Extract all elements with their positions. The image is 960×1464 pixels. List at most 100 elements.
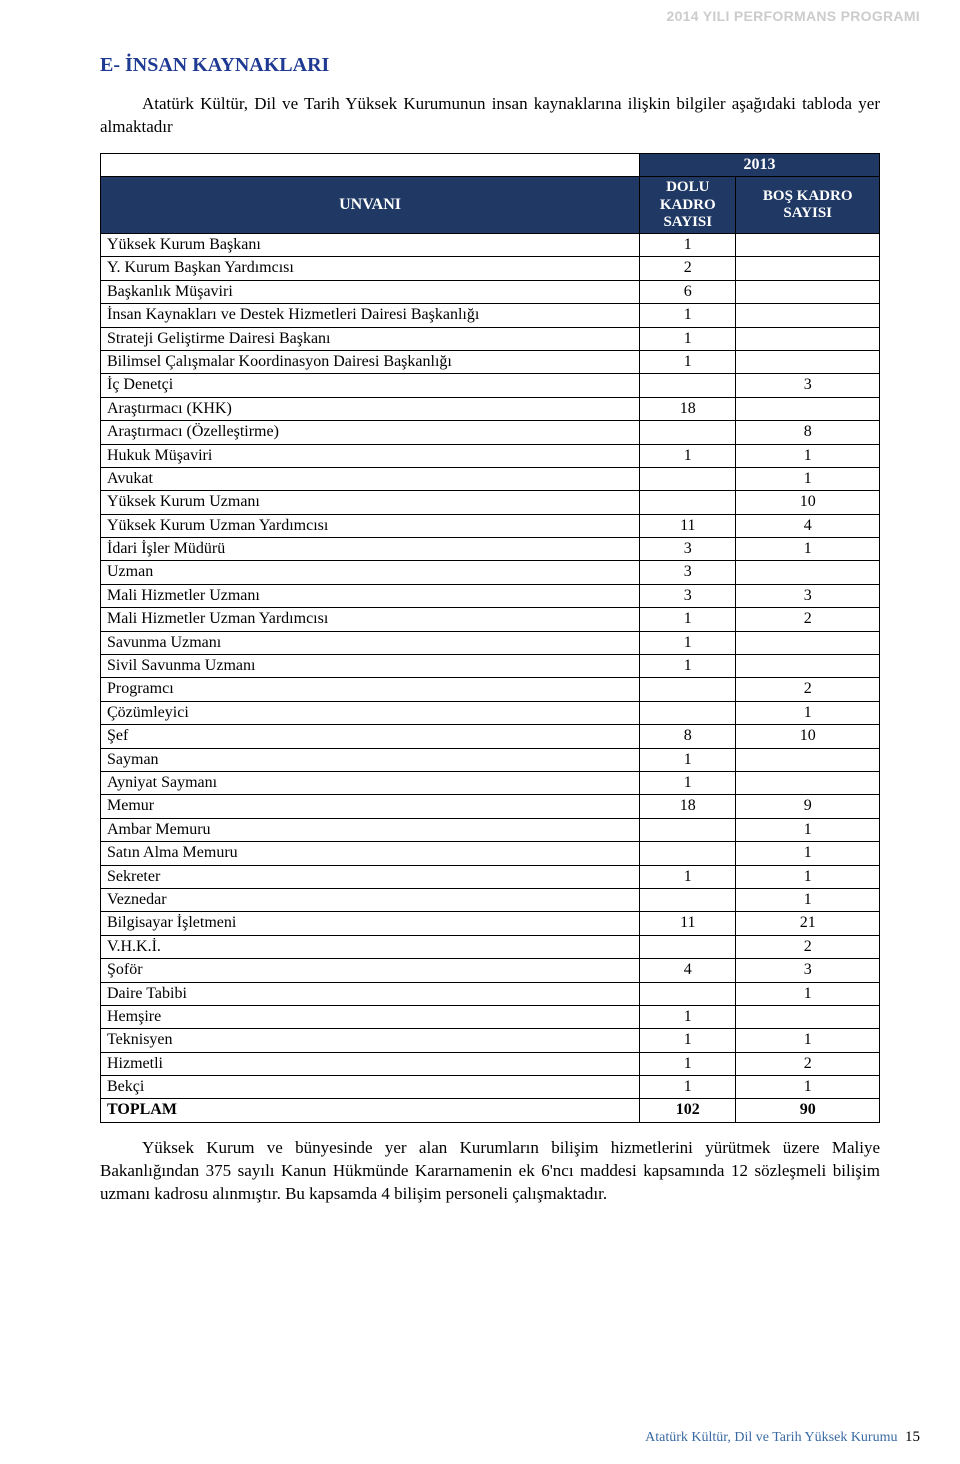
- row-label: Satın Alma Memuru: [101, 842, 640, 865]
- row-label: Y. Kurum Başkan Yardımcısı: [101, 257, 640, 280]
- row-label: Programcı: [101, 678, 640, 701]
- row-bos: 2: [736, 935, 880, 958]
- table-row: Hukuk Müşaviri11: [101, 444, 880, 467]
- row-bos: [736, 327, 880, 350]
- col-bos-header: BOŞ KADRO SAYISI: [736, 177, 880, 234]
- row-dolu: 1: [640, 608, 736, 631]
- row-bos: [736, 350, 880, 373]
- row-dolu: 11: [640, 912, 736, 935]
- row-dolu: [640, 678, 736, 701]
- row-label: Yüksek Kurum Uzmanı: [101, 491, 640, 514]
- row-bos: [736, 561, 880, 584]
- row-bos: 1: [736, 1076, 880, 1099]
- total-dolu: 102: [640, 1099, 736, 1122]
- col-dolu-header: DOLU KADRO SAYISI: [640, 177, 736, 234]
- row-label: Hemşire: [101, 1005, 640, 1028]
- row-bos: [736, 234, 880, 257]
- row-label: İdari İşler Müdürü: [101, 538, 640, 561]
- row-dolu: 1: [640, 772, 736, 795]
- row-label: Teknisyen: [101, 1029, 640, 1052]
- table-row: Teknisyen11: [101, 1029, 880, 1052]
- row-bos: 21: [736, 912, 880, 935]
- col-bos-l2: SAYISI: [783, 205, 832, 221]
- row-bos: [736, 772, 880, 795]
- row-label: Sivil Savunma Uzmanı: [101, 655, 640, 678]
- row-bos: 2: [736, 678, 880, 701]
- row-bos: 1: [736, 888, 880, 911]
- row-dolu: 1: [640, 1005, 736, 1028]
- row-label: Uzman: [101, 561, 640, 584]
- table-row: Ayniyat Saymanı1: [101, 772, 880, 795]
- row-label: Memur: [101, 795, 640, 818]
- table-row: Mali Hizmetler Uzmanı33: [101, 584, 880, 607]
- row-label: V.H.K.İ.: [101, 935, 640, 958]
- table-row: Bilimsel Çalışmalar Koordinasyon Dairesi…: [101, 350, 880, 373]
- row-label: Daire Tabibi: [101, 982, 640, 1005]
- row-dolu: [640, 888, 736, 911]
- row-dolu: [640, 374, 736, 397]
- staff-table: 2013 DOLU KADRO SAYISI BOŞ KADRO SAYISI …: [100, 153, 880, 1123]
- row-bos: [736, 397, 880, 420]
- row-dolu: [640, 421, 736, 444]
- table-row: Başkanlık Müşaviri6: [101, 280, 880, 303]
- year-header: 2013: [640, 153, 880, 176]
- row-bos: 1: [736, 444, 880, 467]
- table-row: Çözümleyici1: [101, 701, 880, 724]
- page-footer: Atatürk Kültür, Dil ve Tarih Yüksek Kuru…: [645, 1429, 920, 1446]
- row-bos: [736, 280, 880, 303]
- row-bos: 4: [736, 514, 880, 537]
- row-label: İnsan Kaynakları ve Destek Hizmetleri Da…: [101, 304, 640, 327]
- row-dolu: 3: [640, 561, 736, 584]
- row-dolu: 1: [640, 304, 736, 327]
- row-dolu: 8: [640, 725, 736, 748]
- table-row: Yüksek Kurum Uzmanı 10: [101, 491, 880, 514]
- row-label: Araştırmacı (Özelleştirme): [101, 421, 640, 444]
- row-label: Avukat: [101, 467, 640, 490]
- row-bos: 3: [736, 959, 880, 982]
- row-label: Yüksek Kurum Uzman Yardımcısı: [101, 514, 640, 537]
- row-dolu: [640, 982, 736, 1005]
- page-number: 15: [905, 1429, 920, 1445]
- row-dolu: 2: [640, 257, 736, 280]
- row-bos: [736, 655, 880, 678]
- table-row: Hemşire1: [101, 1005, 880, 1028]
- table-row: Mali Hizmetler Uzman Yardımcısı12: [101, 608, 880, 631]
- table-row: Uzman3: [101, 561, 880, 584]
- row-bos: 8: [736, 421, 880, 444]
- row-bos: 1: [736, 467, 880, 490]
- row-label: Bekçi: [101, 1076, 640, 1099]
- col-dolu-l3: SAYISI: [663, 214, 712, 230]
- row-bos: 9: [736, 795, 880, 818]
- table-row: İdari İşler Müdürü31: [101, 538, 880, 561]
- table-body: Yüksek Kurum Başkanı 1 Y. Kurum Başkan Yar…: [101, 234, 880, 1123]
- row-bos: [736, 1005, 880, 1028]
- row-bos: 1: [736, 538, 880, 561]
- header-watermark: 2014 YILI PERFORMANS PROGRAMI: [667, 8, 921, 24]
- row-bos: 10: [736, 491, 880, 514]
- row-label: Veznedar: [101, 888, 640, 911]
- row-bos: 1: [736, 865, 880, 888]
- row-dolu: 6: [640, 280, 736, 303]
- row-label: Hukuk Müşaviri: [101, 444, 640, 467]
- table-row: İnsan Kaynakları ve Destek Hizmetleri Da…: [101, 304, 880, 327]
- row-label: Sayman: [101, 748, 640, 771]
- row-dolu: 1: [640, 865, 736, 888]
- col-bos-l1: BOŞ KADRO: [763, 188, 853, 204]
- row-dolu: 18: [640, 397, 736, 420]
- row-label: Şoför: [101, 959, 640, 982]
- row-dolu: 1: [640, 327, 736, 350]
- row-bos: [736, 748, 880, 771]
- table-row: İç Denetçi3: [101, 374, 880, 397]
- row-dolu: [640, 935, 736, 958]
- row-label: Mali Hizmetler Uzmanı: [101, 584, 640, 607]
- table-row: Avukat 1: [101, 467, 880, 490]
- row-label: Savunma Uzmanı: [101, 631, 640, 654]
- row-dolu: 1: [640, 748, 736, 771]
- table-row: Hizmetli12: [101, 1052, 880, 1075]
- row-label: Ayniyat Saymanı: [101, 772, 640, 795]
- row-bos: 10: [736, 725, 880, 748]
- row-label: Çözümleyici: [101, 701, 640, 724]
- row-label: Yüksek Kurum Başkanı: [101, 234, 640, 257]
- row-label: Şef: [101, 725, 640, 748]
- row-label: Ambar Memuru: [101, 818, 640, 841]
